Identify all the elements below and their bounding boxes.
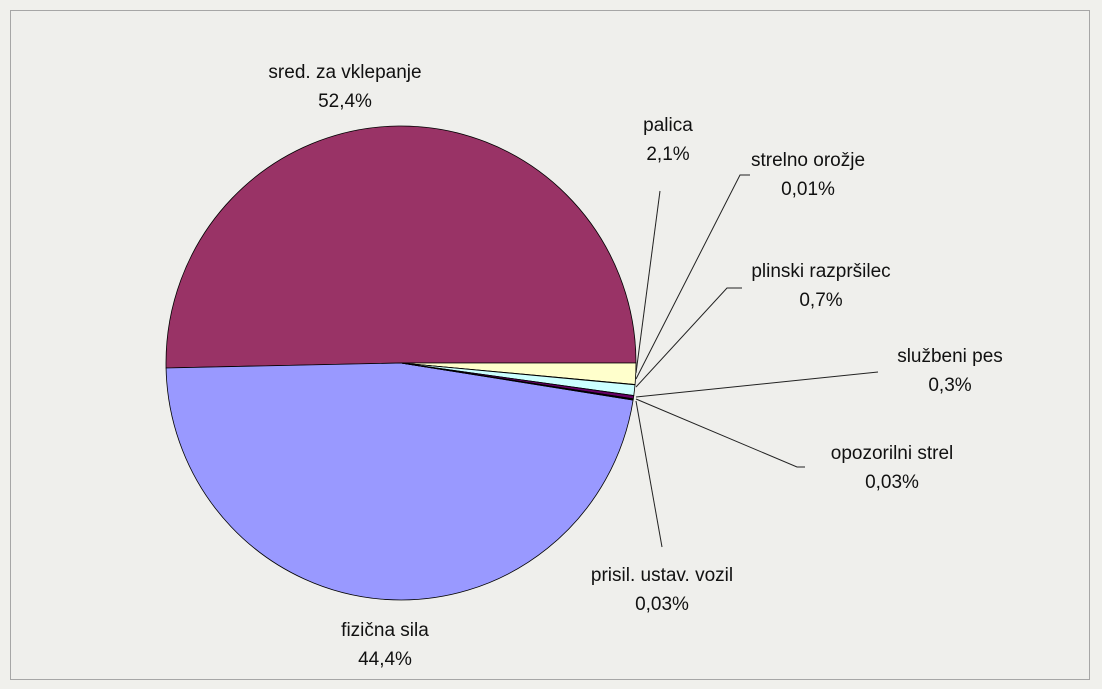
pie-slice-sred-za-vklepanje — [165, 125, 637, 369]
leader-line-strelno-oro-je — [635, 174, 750, 380]
leader-line-plinski-razpr-ilec — [635, 287, 742, 388]
leader-line-slu-beni-pes — [635, 371, 879, 398]
leader-line-prisil-ustav-vozil — [635, 400, 663, 548]
leader-lines — [635, 174, 879, 548]
slice-labels: sred. za vklepanje 52,4% fizična sila 44,4%… — [268, 62, 1002, 670]
slice-value-plinski-razpr-ilec: 0,7% — [799, 290, 842, 311]
slice-value-sred-za-vklepanje: 52,4% — [318, 91, 372, 112]
slice-value-strelno-oro-je: 0,01% — [781, 179, 835, 200]
slice-label-plinski-razpr-ilec: plinski razpršilec — [751, 261, 890, 282]
slice-value-prisil-ustav-vozil: 0,03% — [635, 594, 689, 615]
pie-slice-fizi-na-sila — [165, 362, 634, 601]
slice-label-strelno-oro-je: strelno orožje — [751, 150, 865, 171]
slice-value-fizi-na-sila: 44,4% — [358, 649, 412, 670]
leader-line-palica — [635, 190, 661, 374]
pie-slices — [165, 125, 637, 601]
slice-label-prisil-ustav-vozil: prisil. ustav. vozil — [591, 565, 733, 586]
slice-value-opozorilni-strel: 0,03% — [865, 472, 919, 493]
slice-value-palica: 2,1% — [646, 144, 689, 165]
leader-line-opozorilni-strel — [635, 398, 805, 468]
slice-label-palica: palica — [643, 115, 693, 136]
slice-label-opozorilni-strel: opozorilni strel — [831, 443, 954, 464]
slice-label-fizi-na-sila: fizična sila — [341, 620, 429, 641]
slice-value-slu-beni-pes: 0,3% — [928, 375, 971, 396]
slice-label-sred-za-vklepanje: sred. za vklepanje — [268, 62, 421, 83]
pie-slice-prisil-ustav-vozil — [400, 362, 634, 401]
slice-label-slu-beni-pes: službeni pes — [897, 346, 1003, 367]
